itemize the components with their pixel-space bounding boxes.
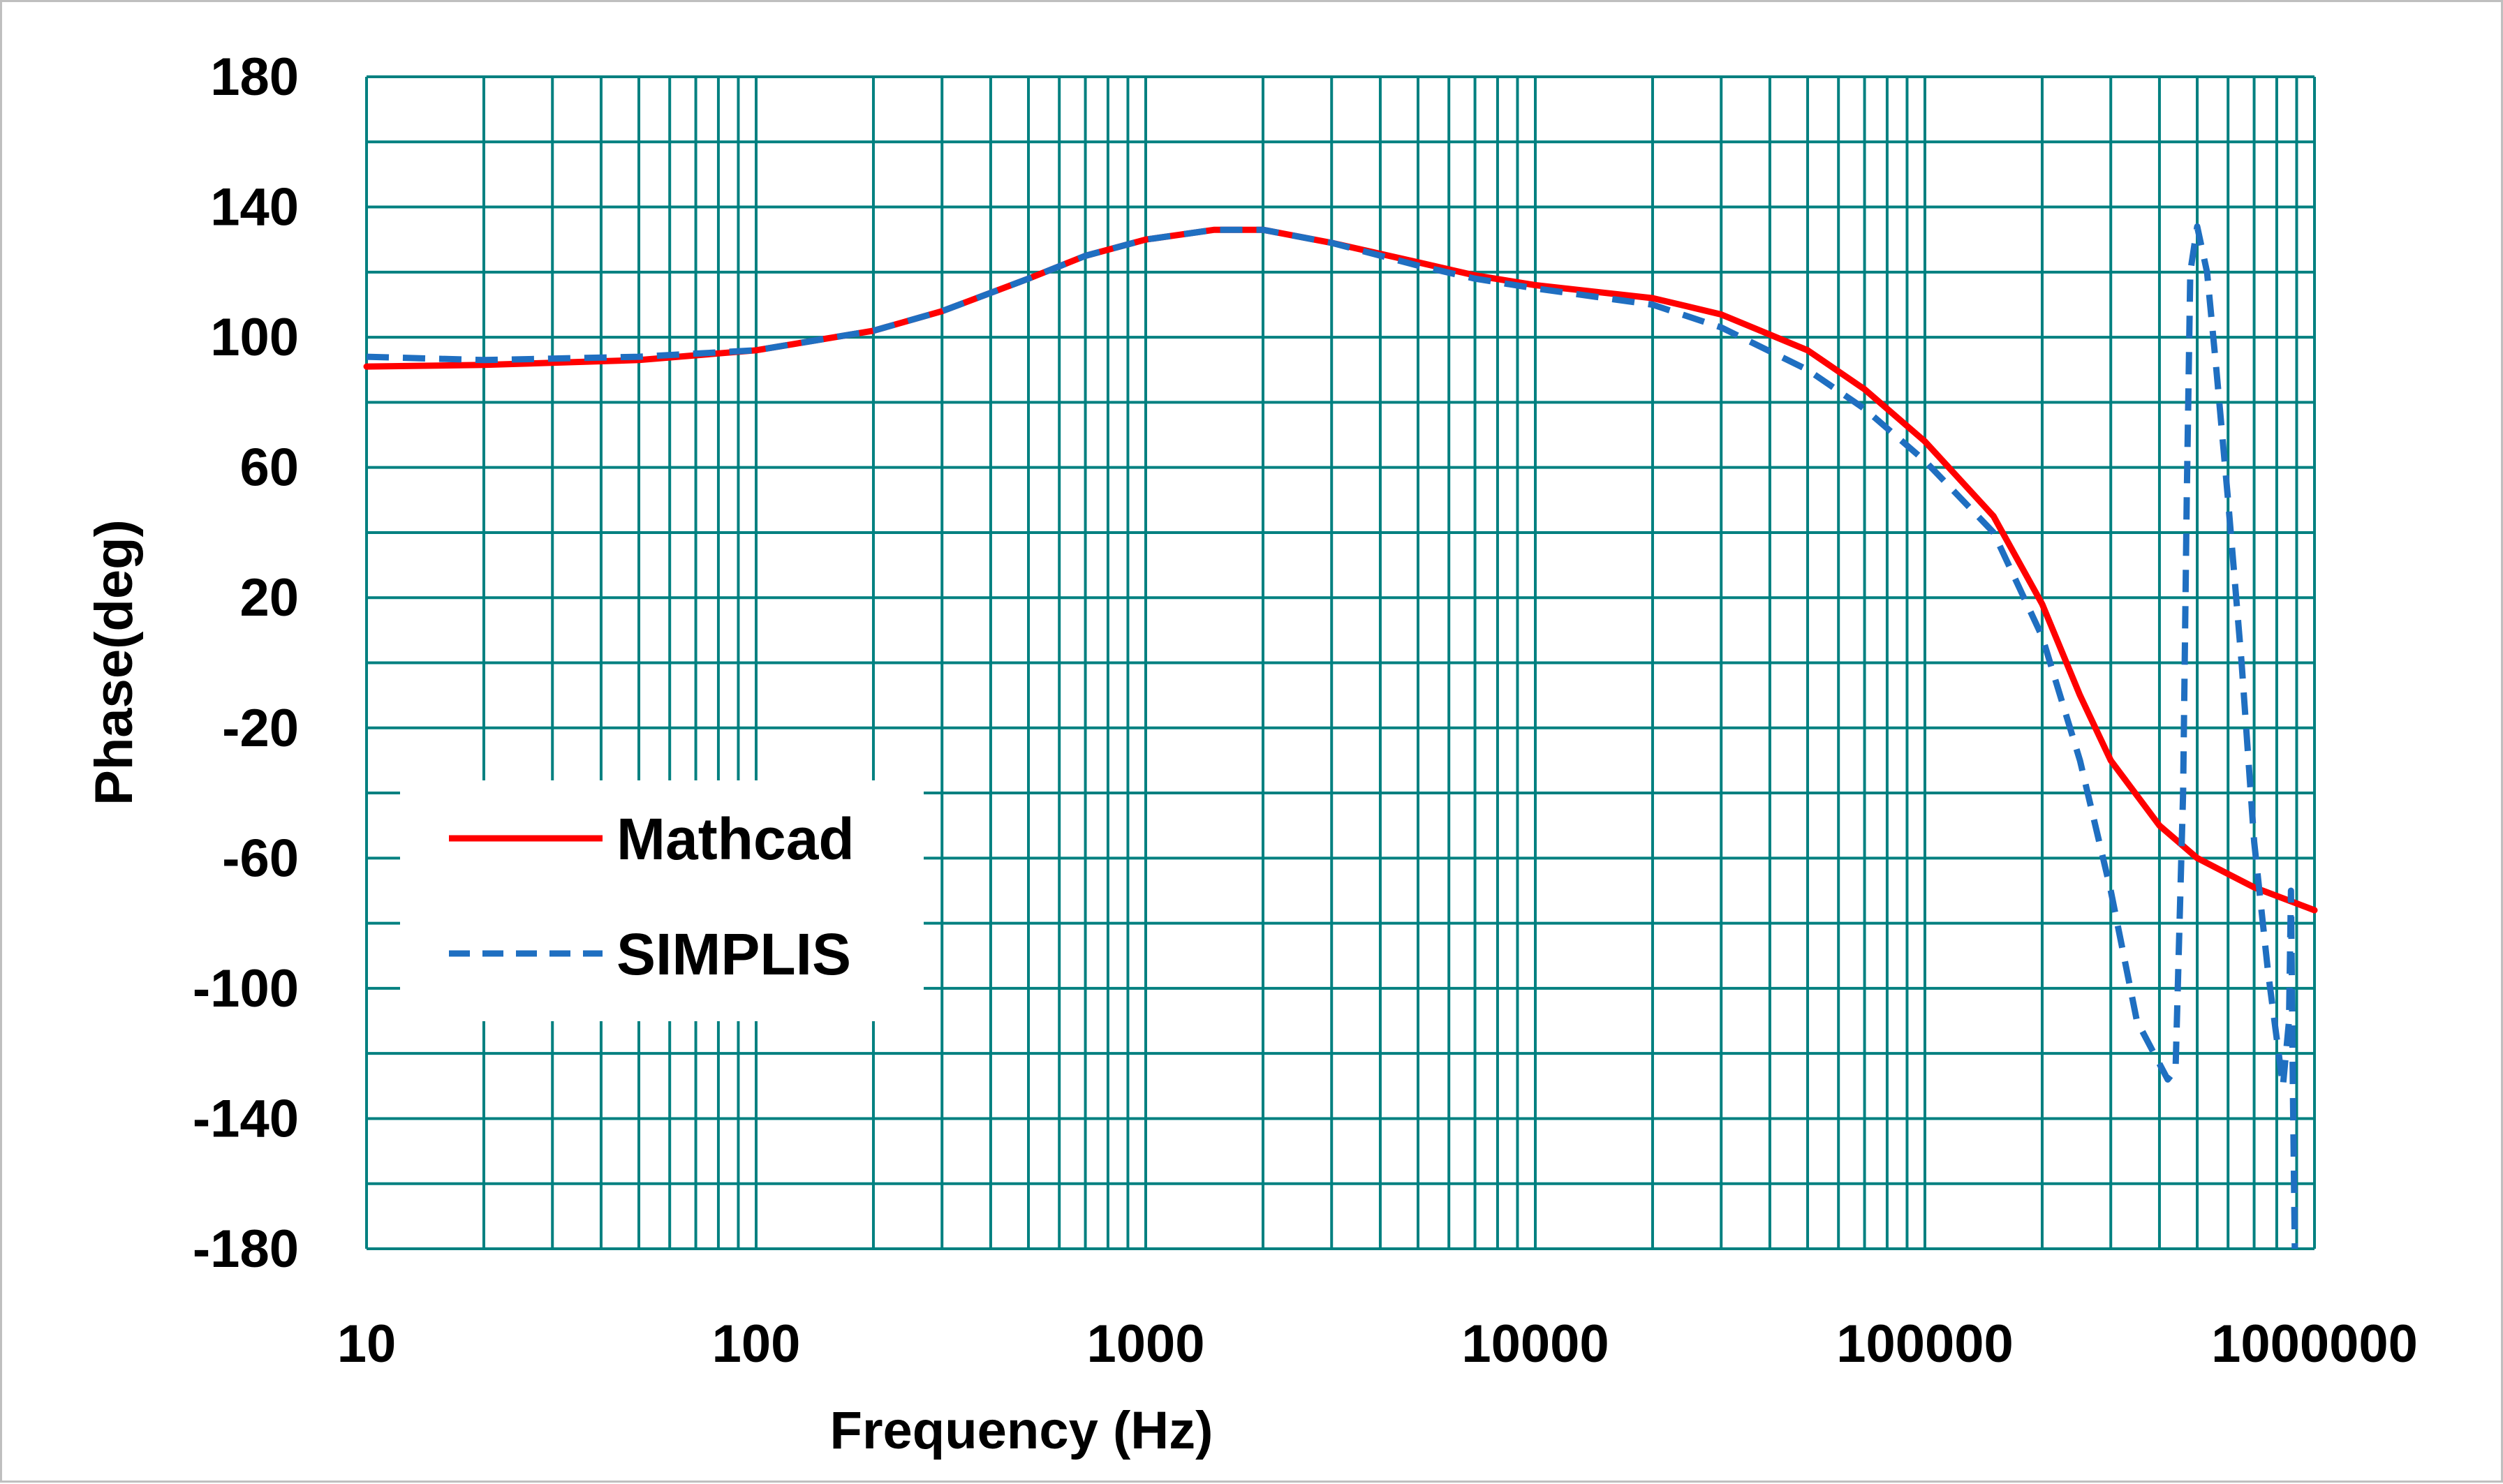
y-tick-label: -140 xyxy=(193,1089,299,1148)
legend-label-simplis: SIMPLIS xyxy=(616,921,851,987)
legend: Mathcad SIMPLIS xyxy=(400,780,924,1021)
y-tick-label: 180 xyxy=(210,47,299,107)
x-tick-label: 100 xyxy=(712,1314,801,1374)
y-axis-title: Phase(deg) xyxy=(84,519,144,806)
grid xyxy=(365,75,2316,1250)
y-tick-label: -180 xyxy=(193,1219,299,1279)
y-tick-label: -100 xyxy=(193,959,299,1018)
legend-label-mathcad: Mathcad xyxy=(616,806,855,872)
tick-labels: 180 140 100 60 20 -20 -60 -100 -140 -180 10 100 1000… xyxy=(193,47,2418,1374)
y-tick-label: 60 xyxy=(239,438,299,498)
y-tick-label: -60 xyxy=(222,829,299,888)
x-tick-label: 1000000 xyxy=(2211,1314,2418,1374)
series-line-simplis xyxy=(366,223,2298,1249)
x-tick-label: 100000 xyxy=(1836,1314,2014,1374)
y-tick-label: 140 xyxy=(210,178,299,237)
y-tick-label: -20 xyxy=(222,699,299,758)
x-tick-label: 10 xyxy=(337,1314,397,1374)
x-tick-label: 10000 xyxy=(1461,1314,1609,1374)
y-tick-label: 20 xyxy=(239,568,299,628)
series-layer xyxy=(363,223,2318,1249)
x-axis-title: Frequency (Hz) xyxy=(830,1401,1213,1460)
x-tick-label: 1000 xyxy=(1086,1314,1204,1374)
series-line-mathcad xyxy=(363,226,2318,914)
y-tick-label: 100 xyxy=(210,308,299,367)
legend-background xyxy=(400,780,924,1021)
